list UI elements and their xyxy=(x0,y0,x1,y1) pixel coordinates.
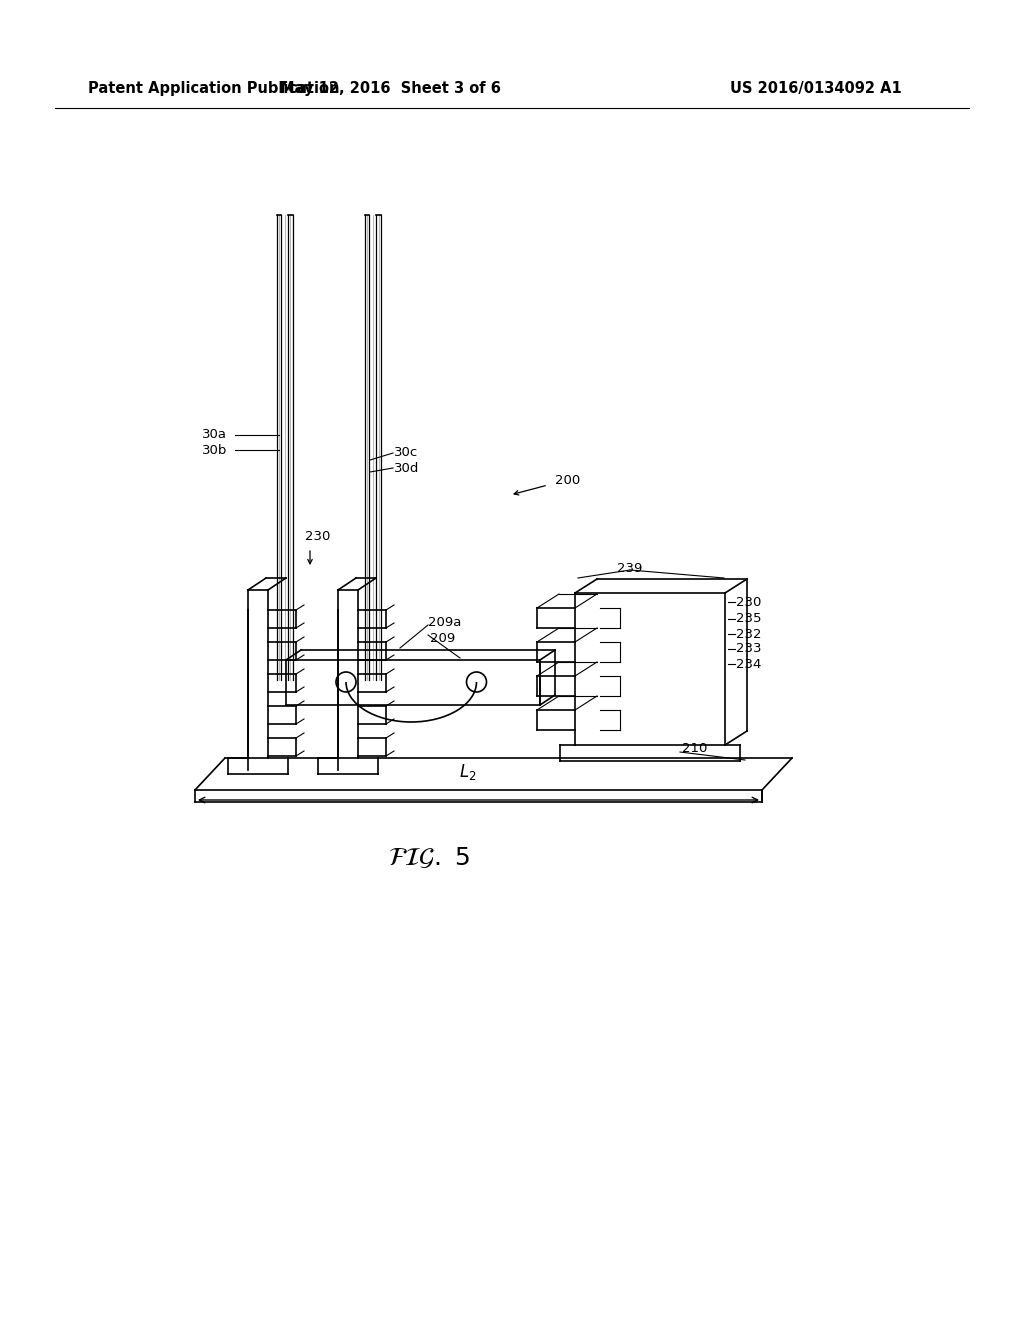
Text: 210: 210 xyxy=(682,742,708,755)
Text: 233: 233 xyxy=(736,643,762,656)
Text: Patent Application Publication: Patent Application Publication xyxy=(88,81,340,95)
Text: 30b: 30b xyxy=(202,444,227,457)
Text: 230: 230 xyxy=(736,595,762,609)
Text: 209a: 209a xyxy=(428,615,462,628)
Text: 230: 230 xyxy=(305,531,331,544)
Text: 30a: 30a xyxy=(202,429,227,441)
Text: $L_2$: $L_2$ xyxy=(459,762,477,781)
Text: 232: 232 xyxy=(736,627,762,640)
Text: 200: 200 xyxy=(555,474,581,487)
Text: 209: 209 xyxy=(430,631,456,644)
Text: 30d: 30d xyxy=(394,462,420,474)
Text: 235: 235 xyxy=(736,612,762,626)
Text: $\mathcal{FIG}.\ 5$: $\mathcal{FIG}.\ 5$ xyxy=(388,846,470,870)
Text: 234: 234 xyxy=(736,657,762,671)
Text: May 12, 2016  Sheet 3 of 6: May 12, 2016 Sheet 3 of 6 xyxy=(280,81,501,95)
Text: US 2016/0134092 A1: US 2016/0134092 A1 xyxy=(730,81,902,95)
Text: 239: 239 xyxy=(617,561,643,574)
Text: 30c: 30c xyxy=(394,446,418,459)
